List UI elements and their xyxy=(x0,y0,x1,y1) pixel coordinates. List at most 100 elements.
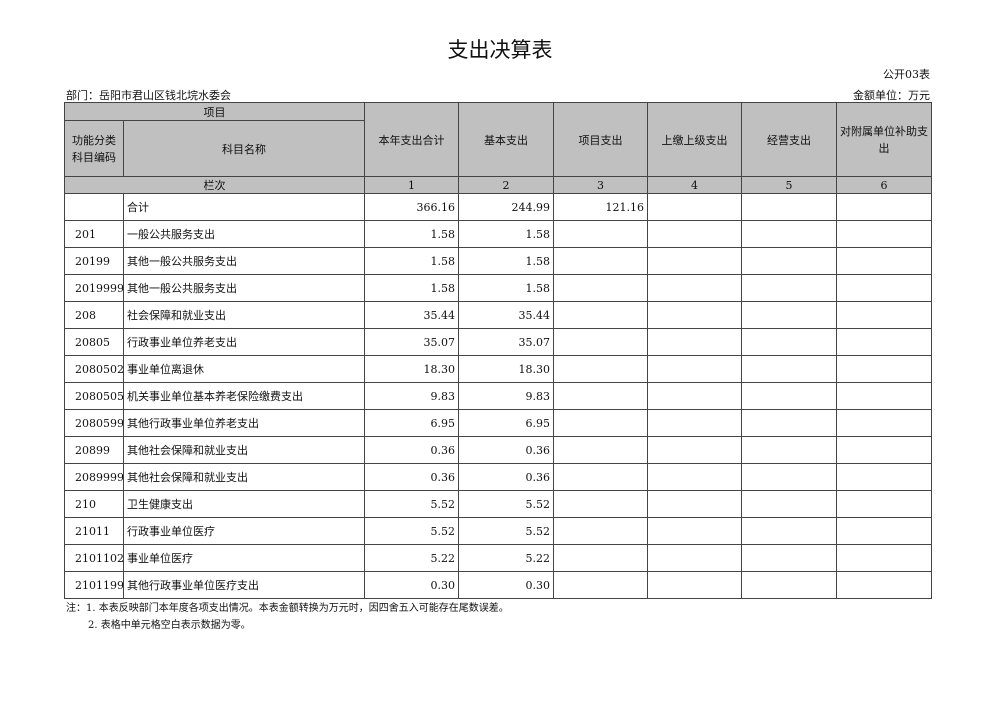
row-basic: 1.58 xyxy=(458,220,554,248)
table-row: 2089999 其他社会保障和就业支出 0.36 0.36 xyxy=(64,463,932,491)
table-row: 2080505 机关事业单位基本养老保险缴费支出 9.83 9.83 xyxy=(64,382,932,410)
row-basic: 5.52 xyxy=(458,517,554,545)
table-row: 2019999 其他一般公共服务支出 1.58 1.58 xyxy=(64,274,932,302)
row-c6 xyxy=(836,382,932,410)
row-c4 xyxy=(647,328,742,356)
row-code: 2101199 xyxy=(64,571,124,599)
row-total: 0.30 xyxy=(364,571,459,599)
row-project: 121.16 xyxy=(553,193,648,221)
row-code: 2019999 xyxy=(64,274,124,302)
row-c4 xyxy=(647,193,742,221)
row-basic: 1.58 xyxy=(458,247,554,275)
row-c6 xyxy=(836,463,932,491)
row-c6 xyxy=(836,571,932,599)
row-c5 xyxy=(741,571,837,599)
header-c4: 上缴上级支出 xyxy=(647,102,742,177)
page-title: 支出决算表 xyxy=(447,38,553,62)
row-total: 1.58 xyxy=(364,274,459,302)
row-basic: 35.07 xyxy=(458,328,554,356)
table-row: 2101102 事业单位医疗 5.22 5.22 xyxy=(64,544,932,572)
row-c4 xyxy=(647,382,742,410)
table-row: 210 卫生健康支出 5.52 5.52 xyxy=(64,490,932,518)
row-c4 xyxy=(647,247,742,275)
header-row-label: 栏次 xyxy=(64,176,365,194)
row-name: 事业单位医疗 xyxy=(123,544,365,572)
row-code xyxy=(64,193,124,221)
row-total: 9.83 xyxy=(364,382,459,410)
row-project xyxy=(553,328,648,356)
row-c5 xyxy=(741,463,837,491)
row-name: 机关事业单位基本养老保险缴费支出 xyxy=(123,382,365,410)
col-num: 2 xyxy=(458,176,554,194)
row-project xyxy=(553,436,648,464)
col-num: 3 xyxy=(553,176,648,194)
table-number: 公开03表 xyxy=(883,68,930,81)
note-1: 注：1. 本表反映部门本年度各项支出情况。本表金额转换为万元时，因四舍五入可能存… xyxy=(66,603,509,614)
row-basic: 0.30 xyxy=(458,571,554,599)
table-row: 21011 行政事业单位医疗 5.52 5.52 xyxy=(64,517,932,545)
row-c4 xyxy=(647,436,742,464)
row-code: 2080599 xyxy=(64,409,124,437)
row-total: 1.58 xyxy=(364,220,459,248)
row-project xyxy=(553,409,648,437)
row-total: 18.30 xyxy=(364,355,459,383)
row-basic: 1.58 xyxy=(458,274,554,302)
row-code: 2080505 xyxy=(64,382,124,410)
row-c4 xyxy=(647,463,742,491)
row-project xyxy=(553,517,648,545)
header-c2: 基本支出 xyxy=(458,102,554,177)
row-total: 1.58 xyxy=(364,247,459,275)
row-name: 其他行政事业单位医疗支出 xyxy=(123,571,365,599)
row-c4 xyxy=(647,517,742,545)
row-c5 xyxy=(741,490,837,518)
col-num: 4 xyxy=(647,176,742,194)
row-c4 xyxy=(647,544,742,572)
row-project xyxy=(553,220,648,248)
row-c6 xyxy=(836,409,932,437)
note-2: 2. 表格中单元格空白表示数据为零。 xyxy=(88,620,251,631)
row-c6 xyxy=(836,517,932,545)
row-basic: 18.30 xyxy=(458,355,554,383)
header-c6: 对附属单位补助支出 xyxy=(836,102,932,177)
row-c6 xyxy=(836,328,932,356)
row-code: 21011 xyxy=(64,517,124,545)
header-name: 科目名称 xyxy=(123,120,365,177)
row-c6 xyxy=(836,544,932,572)
row-c5 xyxy=(741,436,837,464)
table-row: 20805 行政事业单位养老支出 35.07 35.07 xyxy=(64,328,932,356)
row-c4 xyxy=(647,355,742,383)
row-c4 xyxy=(647,490,742,518)
row-total: 366.16 xyxy=(364,193,459,221)
row-c6 xyxy=(836,247,932,275)
row-c5 xyxy=(741,301,837,329)
row-project xyxy=(553,301,648,329)
row-code: 20805 xyxy=(64,328,124,356)
row-c5 xyxy=(741,517,837,545)
row-name: 其他一般公共服务支出 xyxy=(123,247,365,275)
row-project xyxy=(553,490,648,518)
row-c6 xyxy=(836,193,932,221)
row-name: 行政事业单位养老支出 xyxy=(123,328,365,356)
row-total: 0.36 xyxy=(364,463,459,491)
table-row: 20899 其他社会保障和就业支出 0.36 0.36 xyxy=(64,436,932,464)
department-label: 部门：岳阳市君山区钱北垸水委会 xyxy=(66,89,231,102)
row-code: 208 xyxy=(64,301,124,329)
row-c6 xyxy=(836,220,932,248)
col-num: 5 xyxy=(741,176,837,194)
row-name: 行政事业单位医疗 xyxy=(123,517,365,545)
row-name: 卫生健康支出 xyxy=(123,490,365,518)
row-c5 xyxy=(741,544,837,572)
row-c4 xyxy=(647,220,742,248)
row-c4 xyxy=(647,301,742,329)
row-project xyxy=(553,571,648,599)
row-total: 5.52 xyxy=(364,490,459,518)
row-c4 xyxy=(647,409,742,437)
row-total: 35.07 xyxy=(364,328,459,356)
table-row: 合计 366.16 244.99 121.16 xyxy=(64,193,932,221)
row-name: 其他社会保障和就业支出 xyxy=(123,463,365,491)
table-row: 201 一般公共服务支出 1.58 1.58 xyxy=(64,220,932,248)
unit-label: 金额单位：万元 xyxy=(853,89,930,102)
row-c5 xyxy=(741,382,837,410)
table-row: 2101199 其他行政事业单位医疗支出 0.30 0.30 xyxy=(64,571,932,599)
row-name: 社会保障和就业支出 xyxy=(123,301,365,329)
